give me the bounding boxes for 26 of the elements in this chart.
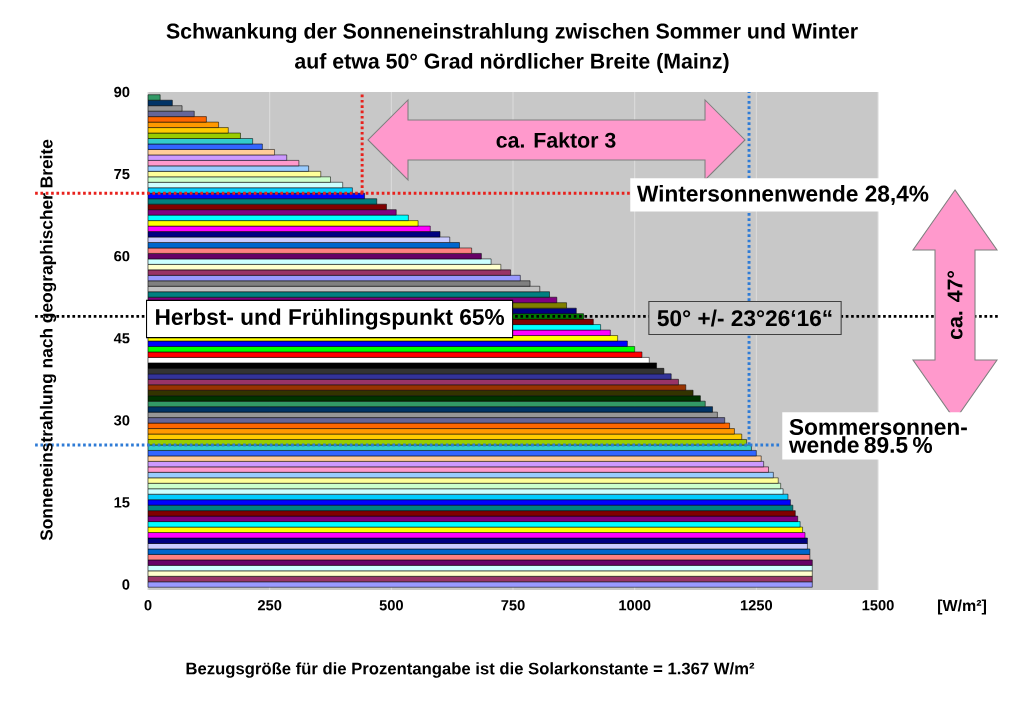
y-tick-label: 0 [122, 579, 130, 590]
y-tick-label: 45 [113, 333, 130, 344]
x-tick-label: 1500 [862, 600, 894, 611]
annotation: 50° +/- 23°26‘16“ [657, 309, 832, 327]
ref-line-label: Sommersonnen-wende 89.5 % [788, 418, 967, 453]
chart-title: Schwankung der Sonneneinstrahlung zwischen Sommer und Winter [166, 23, 858, 43]
y-axis-title: Sonneneinstrahlung nach geographischer Breite [39, 139, 57, 541]
text: ca. 47° [947, 271, 963, 340]
x-axis-title: [W/m²] [938, 599, 986, 615]
chart-subtitle: auf etwa 50° Grad nördlicher Breite (Mainz) [294, 53, 729, 73]
x-tick-label: 750 [501, 600, 525, 611]
ref-line-label: Herbst- und Frühlingspunkt 65% [156, 308, 505, 330]
y-tick-label: 15 [114, 497, 130, 508]
y-tick-label: 30 [113, 415, 130, 426]
x-tick-label: 0 [144, 600, 152, 611]
bar [147, 581, 813, 588]
annotation: ca. Faktor 3 [496, 132, 616, 148]
y-tick-label: 75 [114, 168, 130, 180]
x-tick-label: 1000 [619, 600, 651, 611]
y-tick-label: 60 [114, 250, 130, 262]
x-tick-label: 250 [257, 600, 282, 611]
text: Bezugsgröße für die Prozentangabe ist die Solarkonstante = 1.367 W/m² [186, 662, 755, 678]
x-tick-label: 500 [379, 600, 403, 611]
x-tick-label: 1250 [740, 600, 773, 611]
ref-line-label: Wintersonnenwende 28,4% [636, 185, 929, 205]
y-tick-label: 90 [114, 86, 130, 98]
